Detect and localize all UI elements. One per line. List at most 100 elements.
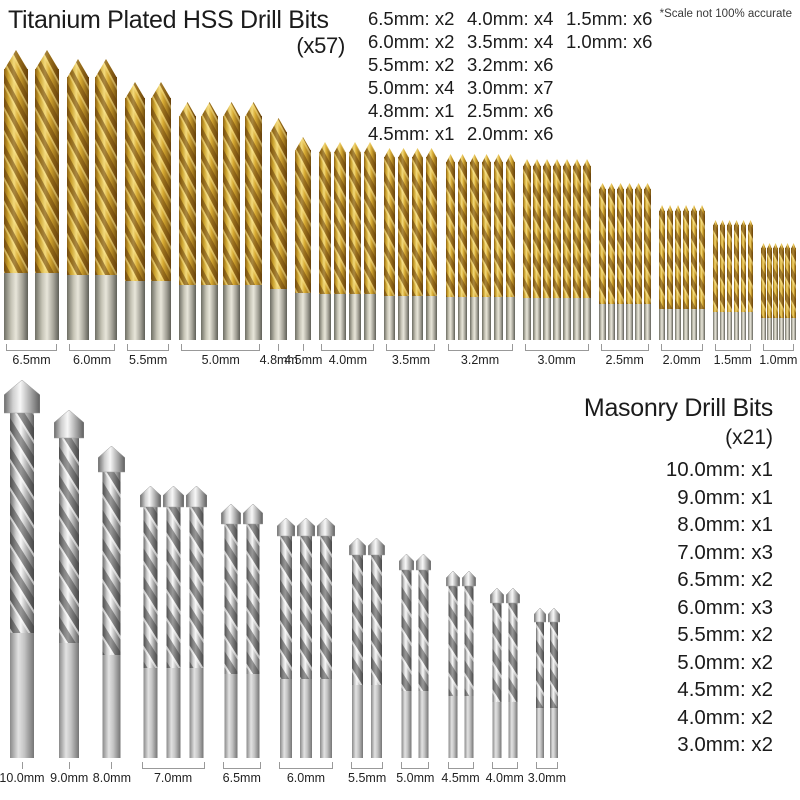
masonry-quantity-item: 4.0mm: x2 [677,705,773,729]
hss-drill-bit [295,137,312,340]
hss-bits-display: 6.5mm 6.0mm 5.5mm [4,50,798,368]
hss-quantity-item: 4.0mm: x4 [467,8,554,29]
masonry-drill-bit [276,518,295,758]
masonry-quantity-item: 5.0mm: x2 [677,650,773,674]
hss-drill-bit [726,220,732,340]
masonry-quantity-item: 8.0mm: x1 [677,513,773,536]
masonry-section-title: Masonry Drill Bits [583,394,773,422]
masonry-drill-bit [185,486,207,758]
size-bracket [524,344,589,351]
size-bracket [68,762,70,769]
hss-drill-bit [398,148,410,340]
masonry-bits-row [349,538,386,758]
masonry-drill-bit [547,608,560,758]
hss-size-label: 4.0mm [328,353,367,367]
size-bracket [21,762,23,769]
hss-bits-row [67,59,118,340]
hss-quantity-item: 1.5mm: x6 [566,8,653,29]
masonry-size-label: 5.5mm [348,771,387,785]
masonry-bits-display: 10.0mm 9.0mm 8.0mm 7.0mm 6.5mm [0,380,566,786]
hss-size-label: 1.0mm [759,353,798,367]
masonry-group-7.0mm: 7.0mm [139,486,207,786]
hss-bits-row [4,50,59,340]
hss-size-label: 5.5mm [129,353,168,367]
masonry-bits-row [98,446,126,758]
hss-drill-bit [349,142,362,340]
hss-quantity-item: 4.5mm: x1 [368,123,455,144]
hss-bits-row [125,82,172,340]
masonry-group-4.5mm: 4.5mm [441,571,480,786]
hss-bits-row [319,142,377,340]
masonry-drill-bit [349,538,367,758]
masonry-group-3.0mm: 3.0mm [528,608,566,786]
hss-drill-bit [493,154,503,340]
hss-drill-bit [151,82,172,340]
hss-drill-bit [582,159,591,340]
hss-drill-bit [457,154,467,340]
hss-drill-bit [747,220,753,340]
size-bracket [111,762,113,769]
masonry-quantity-item: 6.0mm: x3 [677,595,773,619]
hss-drill-bit [625,183,633,340]
size-bracket [302,344,304,351]
hss-quantity-item: 3.0mm: x7 [467,77,554,98]
masonry-group-4.0mm: 4.0mm [486,588,524,786]
size-bracket [660,344,703,351]
hss-bits-row [658,205,705,340]
size-bracket [447,344,513,351]
hss-quantity-item: 1.0mm: x6 [566,31,653,52]
masonry-group-8.0mm: 8.0mm [93,446,131,786]
masonry-bits-row [533,608,560,758]
hss-quantity-column: 1.5mm: x6 1.0mm: x6 [566,7,665,145]
hss-size-label: 6.0mm [72,353,112,367]
hss-drill-bit [95,59,118,340]
hss-drill-bit [562,159,571,340]
masonry-size-label: 9.0mm [50,771,89,785]
size-bracket [278,344,280,351]
masonry-group-9.0mm: 9.0mm [50,410,88,786]
hss-bits-row [598,183,651,340]
hss-quantity-item: 5.5mm: x2 [368,54,455,75]
masonry-bits-row [139,486,207,758]
masonry-drill-bit [54,410,85,758]
hss-group-3.2mm: 3.2mm [445,154,515,368]
hss-group-1.5mm: 1.5mm [712,220,753,368]
hss-drill-bit [607,183,615,340]
masonry-size-label: 3.0mm [527,771,566,785]
hss-group-2.0mm: 2.0mm [658,205,705,368]
hss-group-3.0mm: 3.0mm [522,159,591,368]
hss-drill-bit [552,159,561,340]
hss-drill-bit [469,154,479,340]
hss-bits-row [522,159,591,340]
hss-drill-bit [733,220,739,340]
hss-drill-bit [658,205,665,340]
hss-drill-bit [4,50,28,340]
scale-disclaimer: *Scale not 100% accurate [659,8,792,20]
hss-size-label: 4.8mm [259,353,298,367]
hss-size-label: 6.5mm [12,353,51,367]
hss-group-4.5mm: 4.5mm [284,137,322,368]
hss-drill-bit [245,102,263,340]
hss-size-label: 1.5mm [713,353,752,367]
hss-bits-row [384,148,438,340]
hss-quantity-item: 3.2mm: x6 [467,54,554,75]
masonry-drill-bit [296,518,315,758]
masonry-drill-bit [162,486,184,758]
hss-drill-bit [690,205,697,340]
masonry-size-label: 8.0mm [92,771,131,785]
hss-bits-row [445,154,515,340]
masonry-group-6.0mm: 6.0mm [276,518,335,786]
hss-quantity-item: 5.0mm: x4 [368,77,455,98]
hss-quantity-list: 6.5mm: x2 6.0mm: x2 5.5mm: x2 5.0mm: x4 4.8m… [368,7,665,145]
size-bracket [447,762,474,769]
hss-bits-row [712,220,753,340]
hss-drill-bit [201,102,219,340]
hss-size-label: 2.5mm [605,353,644,367]
masonry-drill-bit [399,554,415,758]
masonry-quantity-item: 9.0mm: x1 [677,485,773,509]
hss-bits-row [295,137,312,340]
size-bracket [401,762,430,769]
hss-size-label: 3.2mm [460,353,500,367]
hss-quantity-item: 6.0mm: x2 [368,31,455,52]
masonry-drill-bit [416,554,432,758]
